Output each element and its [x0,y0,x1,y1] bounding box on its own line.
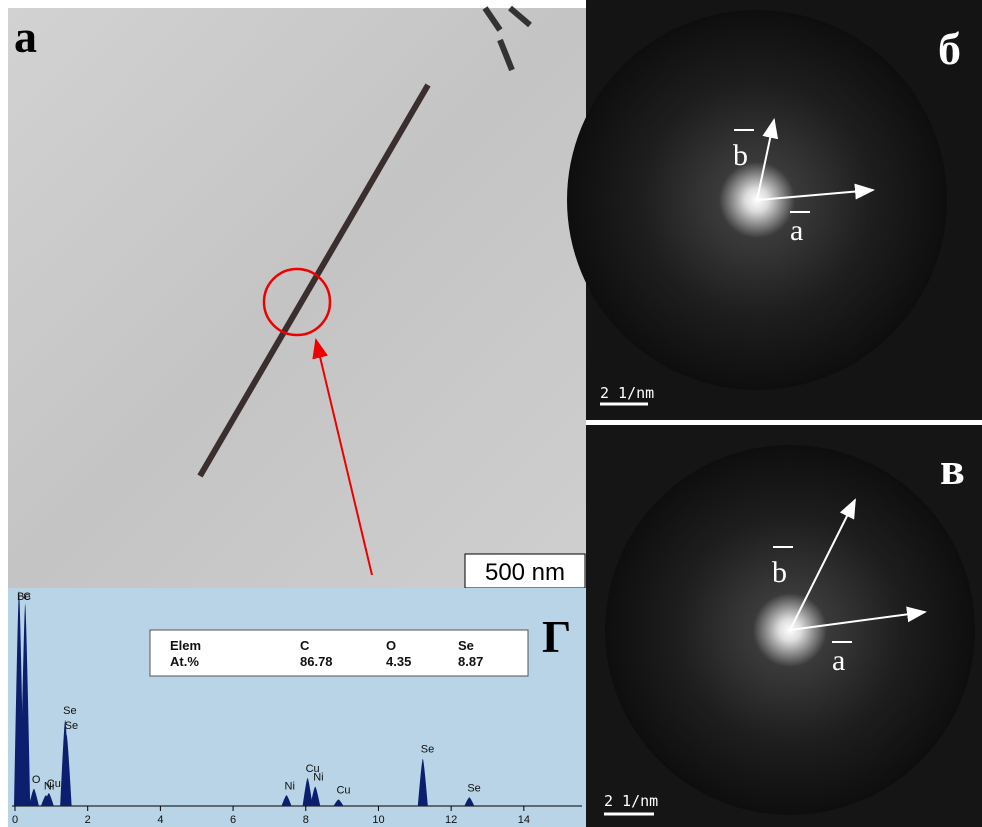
table-cell: 4.35 [386,654,411,669]
x-tick-label: 4 [157,814,163,826]
panel-label: б [938,23,961,74]
peak-label: Se [467,782,480,794]
table-header: O [386,638,396,653]
table-cell: 8.87 [458,654,483,669]
peak-label: Ni [313,772,323,784]
panel-label: в [940,443,965,494]
peak-label: Cu [336,785,350,797]
x-tick-label: 8 [303,814,309,826]
peak-label: Cu [47,778,61,790]
peak-label: O [32,774,41,786]
table-cell: At.% [170,654,199,669]
panel-d [8,588,586,827]
composition-table [150,630,528,676]
peak-label: Ni [285,780,295,792]
vector-label: b [733,139,748,172]
vector-label: a [832,644,845,677]
vector-label: a [790,214,803,247]
x-tick-label: 6 [230,814,236,826]
x-tick-label: 12 [445,814,457,826]
scale-bar-label: 500 nm [485,559,565,586]
figure: 500 nm а a b 2 1/nm б a b 2 1/nm в Г 0 2 4… [0,0,982,827]
x-tick-label: 0 [12,814,18,826]
panel-label: Г [542,611,571,662]
table-header: Elem [170,638,201,653]
vector-label: b [772,556,787,589]
x-tick-label: 14 [518,814,530,826]
panel-a [8,8,586,588]
scale-bar-label: 2 1/nm [600,384,654,402]
x-tick-label: 2 [85,814,91,826]
panel-label: а [14,11,37,62]
table-header: C [300,638,310,653]
peak-label: Se [63,705,76,717]
peak-label: Se [65,720,78,732]
peak-label: Se [421,744,434,756]
table-header: Se [458,638,474,653]
scale-bar-label: 2 1/nm [604,792,658,810]
peak-label: C [23,591,31,603]
x-tick-label: 10 [372,814,384,826]
table-cell: 86.78 [300,654,333,669]
